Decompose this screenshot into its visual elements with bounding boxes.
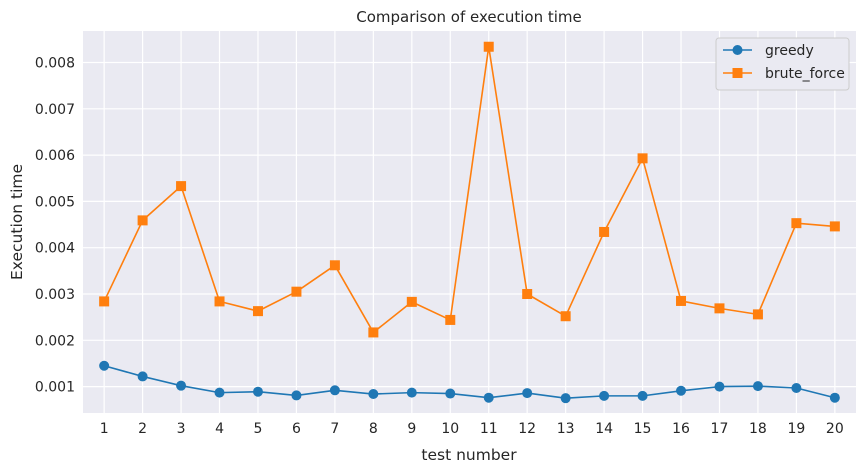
y-tick-labels: 0.001 0.002 0.003 0.004 0.005 0.006 0.007 0.008 xyxy=(35,55,75,395)
point-brute-force xyxy=(176,181,187,192)
series-greedy xyxy=(99,360,840,404)
point-greedy xyxy=(483,392,494,403)
legend-box xyxy=(715,37,850,91)
point-greedy xyxy=(791,382,802,393)
x-tick-label: 16 xyxy=(672,421,690,437)
point-brute-force xyxy=(483,41,494,52)
point-brute-force xyxy=(406,296,417,307)
point-greedy xyxy=(560,393,571,404)
x-axis-label: test number xyxy=(421,446,517,464)
legend-label-greedy: greedy xyxy=(765,43,814,59)
x-tick-label: 2 xyxy=(138,421,147,437)
x-tick-label: 20 xyxy=(826,421,844,437)
x-tick-label: 18 xyxy=(749,421,767,437)
y-axis-label: Execution time xyxy=(8,164,26,280)
x-tick-label: 17 xyxy=(711,421,729,437)
series-line-greedy xyxy=(103,364,836,399)
x-tick-label: 15 xyxy=(634,421,652,437)
y-tick-label: 0.008 xyxy=(35,55,75,71)
series-line-brute-force xyxy=(103,45,835,334)
point-brute-force xyxy=(137,215,148,226)
point-brute-force xyxy=(599,226,610,237)
y-tick-label: 0.003 xyxy=(35,287,75,303)
point-greedy xyxy=(99,360,110,371)
x-tick-label: 4 xyxy=(215,421,224,437)
point-greedy xyxy=(406,387,417,398)
point-brute-force xyxy=(791,218,802,229)
legend-marker-brute-force xyxy=(732,68,743,78)
x-tick-label: 7 xyxy=(330,421,339,437)
point-brute-force xyxy=(752,309,763,320)
point-greedy xyxy=(599,390,610,401)
point-greedy xyxy=(252,386,263,397)
legend-label-brute-force: brute_force xyxy=(765,66,845,82)
point-brute-force xyxy=(522,289,533,300)
x-tick-label: 3 xyxy=(177,421,186,437)
x-tick-label: 5 xyxy=(254,421,263,437)
y-tick-label: 0.006 xyxy=(35,148,75,164)
point-brute-force xyxy=(714,303,725,314)
point-brute-force xyxy=(445,314,456,325)
point-greedy xyxy=(522,388,533,399)
y-tick-label: 0.001 xyxy=(35,380,75,396)
point-greedy xyxy=(714,381,725,392)
x-tick-label: 19 xyxy=(787,421,805,437)
legend-marker-greedy xyxy=(732,45,743,55)
x-tick-label: 9 xyxy=(407,421,416,437)
y-tick-label: 0.007 xyxy=(35,102,75,118)
point-greedy xyxy=(291,390,302,401)
point-greedy xyxy=(214,387,225,398)
x-tick-label: 11 xyxy=(480,421,498,437)
point-greedy xyxy=(637,390,648,401)
x-tick-label: 10 xyxy=(441,421,459,437)
point-greedy xyxy=(676,385,687,396)
y-tick-label: 0.005 xyxy=(35,194,75,210)
x-tick-label: 6 xyxy=(292,421,301,437)
x-tick-label: 13 xyxy=(557,421,575,437)
point-brute-force xyxy=(829,221,840,232)
series-layer xyxy=(99,41,840,404)
series-brute-force xyxy=(99,41,840,338)
x-tick-label: 8 xyxy=(369,421,378,437)
point-greedy xyxy=(445,388,456,399)
point-brute-force xyxy=(329,260,340,271)
point-greedy xyxy=(368,389,379,400)
x-tick-labels: 1 2 3 4 5 6 7 8 9 10 11 12 13 14 15 16 17 18 19 20 xyxy=(100,421,844,437)
point-brute-force xyxy=(637,153,648,164)
point-brute-force xyxy=(560,311,571,322)
point-brute-force xyxy=(291,286,302,297)
plot-area xyxy=(83,31,856,413)
y-tick-label: 0.002 xyxy=(35,333,75,349)
x-tick-label: 1 xyxy=(100,421,109,437)
chart-title: Comparison of execution time xyxy=(356,8,582,26)
point-greedy xyxy=(137,371,148,382)
point-brute-force xyxy=(214,296,225,307)
point-brute-force xyxy=(368,327,379,338)
point-greedy xyxy=(752,381,763,392)
x-tick-label: 14 xyxy=(595,421,613,437)
point-brute-force xyxy=(252,306,263,317)
point-greedy xyxy=(829,392,840,403)
legend: greedy brute_force xyxy=(715,37,850,91)
point-brute-force xyxy=(676,295,687,306)
point-brute-force xyxy=(99,296,110,307)
y-gridlines xyxy=(83,61,856,388)
x-tick-label: 12 xyxy=(518,421,536,437)
point-greedy xyxy=(329,385,340,396)
y-tick-label: 0.004 xyxy=(35,241,75,257)
point-greedy xyxy=(176,380,187,391)
x-gridlines xyxy=(103,31,836,413)
